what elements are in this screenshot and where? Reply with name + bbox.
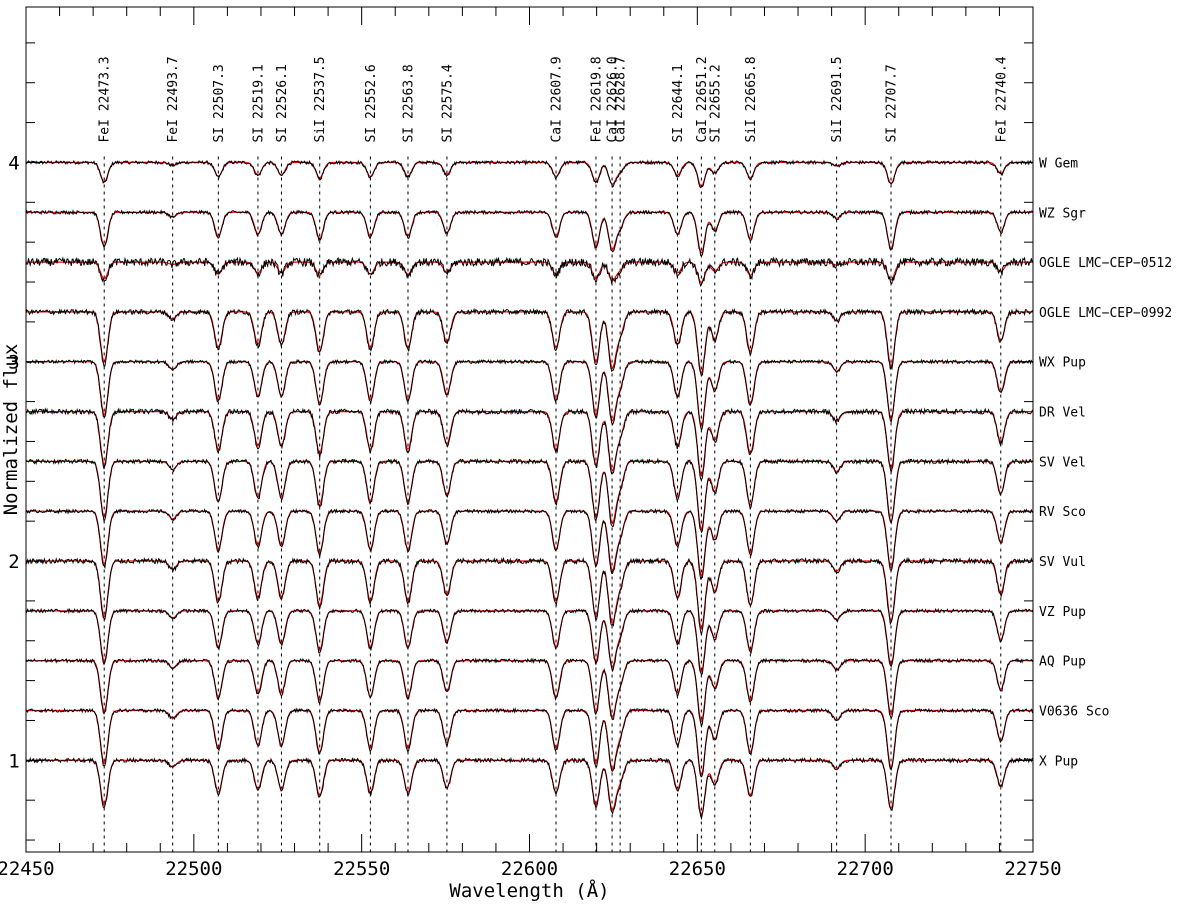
y-tick-label: 3 [8,352,19,374]
star-label-12: X Pup [1039,754,1078,769]
x-tick-label: 22650 [669,858,726,880]
y-axis-title: Normalized flux [0,344,22,516]
y-tick-label: 4 [8,152,19,174]
observed-spectrum-1 [25,208,1034,257]
line-id-label-14: CaI 22651.2 [695,56,710,142]
x-axis-title: Wavelength (Å) [449,879,609,902]
line-id-label-17: SiI 22691.5 [830,56,845,142]
star-label-5: DR Vel [1039,406,1086,421]
observed-spectrum-11 [25,707,1034,778]
observed-spectrum-4 [25,358,1034,432]
star-label-2: OGLE LMC−CEP−0512 [1039,256,1172,271]
observed-spectra-group [25,159,1034,821]
x-tick-label: 22500 [165,858,222,880]
x-tick-label: 22550 [333,858,390,880]
model-spectrum-6 [26,460,1033,531]
star-label-6: SV Vel [1039,455,1086,470]
labels-group: FeI 22473.3 FeI 22493.7 SI 22507.3 SI 22519… [98,56,1172,769]
observed-spectrum-9 [25,607,1034,676]
model-spectrum-1 [26,211,1033,254]
x-tick-label: 22600 [501,858,558,880]
observed-spectrum-12 [25,756,1034,821]
axes-group: 22450 22500 22550 22600 22650 22700 22750 1 2 3 4 [0,6,1062,880]
x-tick-label: 22450 [0,858,55,880]
observed-spectrum-7 [25,508,1034,581]
line-id-label-8: SI 22575.4 [440,64,455,142]
line-id-label-0: FeI 22473.3 [98,56,113,142]
line-id-label-19: FeI 22740.4 [994,56,1009,142]
star-label-8: SV Vul [1039,555,1086,570]
line-id-label-2: SI 22507.3 [212,64,227,142]
y-tick-label: 2 [8,551,19,573]
observed-spectrum-0 [25,159,1034,189]
x-tick-label: 22750 [1004,858,1061,880]
observed-spectrum-3 [25,307,1034,377]
observed-spectrum-6 [25,457,1034,534]
line-id-label-7: SI 22563.8 [401,64,416,142]
line-id-label-6: SI 22552.6 [364,64,379,142]
line-id-label-13: SI 22644.1 [671,64,686,142]
line-id-label-10: FeI 22619.8 [589,56,604,142]
star-label-10: AQ Pup [1039,655,1086,670]
y-tick-label: 1 [8,750,19,772]
line-id-label-16: SiI 22665.8 [744,56,759,142]
star-label-1: WZ Sgr [1039,206,1086,221]
observed-spectrum-8 [25,556,1034,637]
line-id-label-3: SI 22519.1 [251,64,266,142]
x-tick-label: 22700 [837,858,894,880]
star-label-0: W Gem [1039,156,1078,171]
star-label-7: RV Sco [1039,505,1086,520]
model-spectrum-11 [26,709,1033,777]
line-id-label-4: SI 22526.1 [275,64,290,142]
observed-spectrum-5 [25,407,1034,481]
model-spectrum-2 [26,261,1033,284]
line-id-label-12: CaI 22628.7 [614,56,629,142]
model-spectrum-12 [26,759,1033,816]
model-spectrum-8 [26,560,1033,631]
observed-spectrum-10 [25,657,1034,728]
line-id-label-11: CaI 22626.0 [606,56,621,142]
observed-spectrum-2 [25,256,1034,288]
star-label-4: WX Pup [1039,356,1086,371]
star-label-11: V0636 Sco [1039,705,1109,720]
line-id-label-15: SI 22655.2 [708,64,723,142]
model-spectrum-0 [26,161,1033,187]
line-id-label-9: CaI 22607.9 [550,56,565,142]
line-id-label-5: SiI 22537.5 [313,56,328,142]
star-label-9: VZ Pup [1039,605,1086,620]
line-id-label-18: SI 22707.7 [885,64,900,142]
line-id-label-1: FeI 22493.7 [166,56,181,142]
star-label-3: OGLE LMC−CEP−0992 [1039,306,1172,321]
